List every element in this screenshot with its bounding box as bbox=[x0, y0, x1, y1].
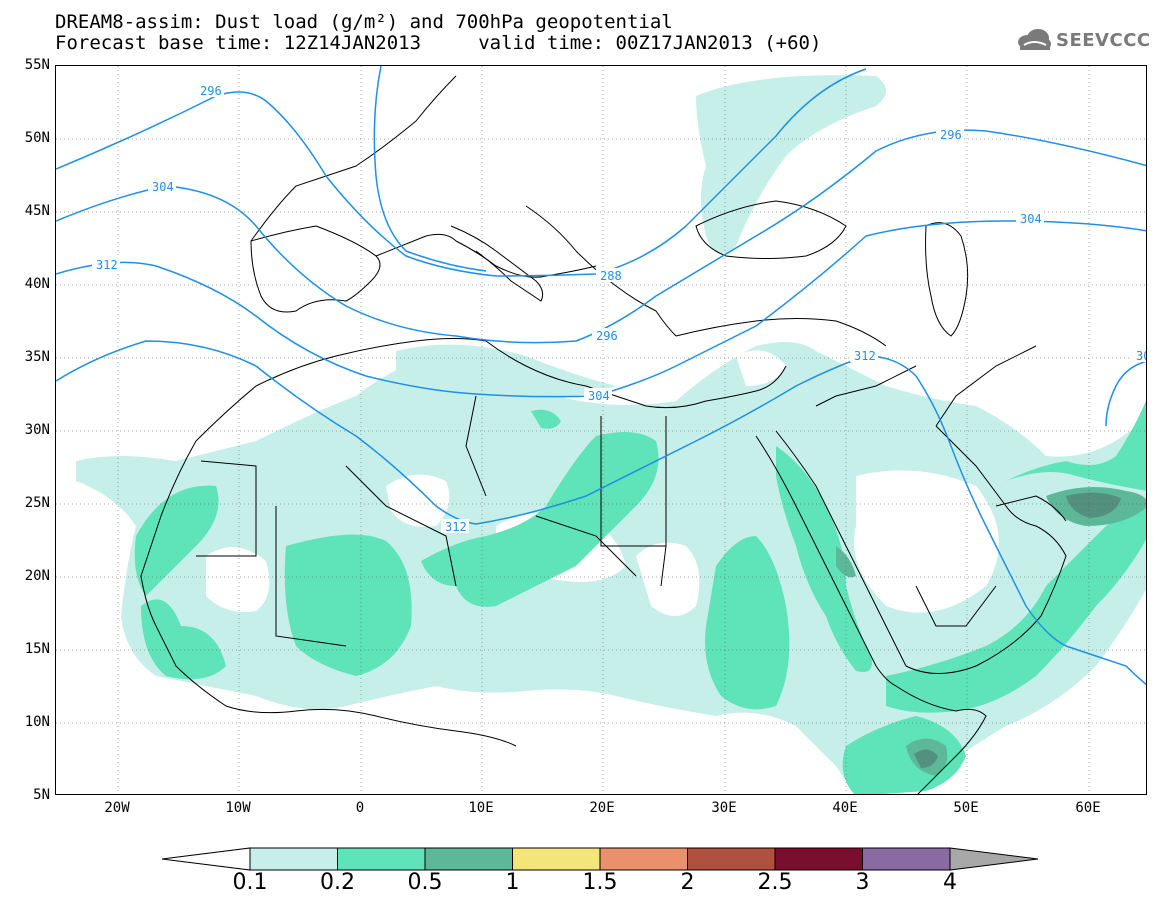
lat-label: 50N bbox=[24, 130, 50, 146]
colorbar-segment bbox=[774, 847, 863, 871]
colorbar-label: 1 bbox=[505, 870, 520, 895]
colorbar-segment bbox=[512, 847, 601, 871]
colorbar-segment bbox=[862, 847, 951, 871]
lat-label: 25N bbox=[24, 495, 50, 511]
map-canvas: 296 304 312 288 296 304 296 304 312 312 … bbox=[56, 66, 1147, 794]
logo-text: SEEVCCC bbox=[1056, 29, 1151, 51]
lon-label: 40E bbox=[832, 800, 858, 816]
colorbar-under-triangle bbox=[161, 847, 251, 871]
colorbar bbox=[161, 847, 1039, 871]
contour-label: 30 bbox=[1136, 349, 1147, 363]
contour-label: 296 bbox=[940, 128, 962, 142]
colorbar-label: 0.2 bbox=[320, 870, 355, 895]
contour-label: 304 bbox=[1020, 212, 1042, 226]
colorbar-label: 3 bbox=[855, 870, 870, 895]
contour-label: 312 bbox=[96, 258, 118, 272]
lat-label: 10N bbox=[24, 714, 50, 730]
lat-label: 5N bbox=[33, 787, 50, 803]
lon-label: 60E bbox=[1075, 800, 1101, 816]
map-panel[interactable]: 296 304 312 288 296 304 296 304 312 312 … bbox=[55, 65, 1147, 795]
colorbar-label: 4 bbox=[943, 870, 957, 895]
colorbar-over-triangle bbox=[949, 847, 1039, 871]
lat-label: 55N bbox=[24, 57, 50, 73]
colorbar-label: 2 bbox=[680, 870, 695, 895]
lon-label: 20E bbox=[589, 800, 615, 816]
lat-label: 45N bbox=[24, 203, 50, 219]
contour-label: 288 bbox=[600, 269, 622, 283]
contour-label: 304 bbox=[588, 389, 610, 403]
colorbar-segment bbox=[424, 847, 513, 871]
coastlines-borders bbox=[140, 75, 1067, 794]
graticule bbox=[56, 66, 1146, 794]
lon-label: 50E bbox=[953, 800, 979, 816]
contour-label: 296 bbox=[200, 84, 222, 98]
cloud-logo-icon bbox=[1018, 29, 1051, 50]
map-title: DREAM8-assim: Dust load (g/m²) and 700hP… bbox=[55, 11, 673, 33]
colorbar-label: 2.5 bbox=[757, 870, 793, 895]
lat-label: 15N bbox=[24, 641, 50, 657]
colorbar-label: 0.5 bbox=[407, 870, 443, 895]
lat-label: 20N bbox=[24, 568, 50, 584]
contour-label: 312 bbox=[854, 349, 876, 363]
dust-layer-darkest bbox=[914, 492, 1121, 768]
seevccc-logo: SEEVCCC bbox=[1016, 26, 1151, 54]
contour-label: 312 bbox=[445, 520, 467, 534]
colorbar-label: 0.1 bbox=[232, 870, 268, 895]
contour-label: 304 bbox=[152, 180, 174, 194]
colorbar-segment bbox=[687, 847, 776, 871]
lon-label: 20W bbox=[104, 800, 130, 816]
colorbar-segment bbox=[599, 847, 688, 871]
contour-labels: 296 304 312 288 296 304 296 304 312 312 … bbox=[92, 83, 1147, 534]
lon-label: 0 bbox=[355, 800, 365, 816]
forecast-time-subtitle: Forecast base time: 12Z14JAN2013 valid t… bbox=[55, 32, 822, 54]
colorbar-segment bbox=[249, 847, 338, 871]
lon-label: 10E bbox=[468, 800, 494, 816]
contour-label: 296 bbox=[596, 329, 618, 343]
lat-label: 30N bbox=[24, 422, 50, 438]
lat-label: 40N bbox=[24, 276, 50, 292]
lat-label: 35N bbox=[24, 349, 50, 365]
lon-label: 30E bbox=[711, 800, 737, 816]
colorbar-segment bbox=[337, 847, 426, 871]
lon-label: 10W bbox=[225, 800, 251, 816]
colorbar-label: 1.5 bbox=[582, 870, 618, 895]
